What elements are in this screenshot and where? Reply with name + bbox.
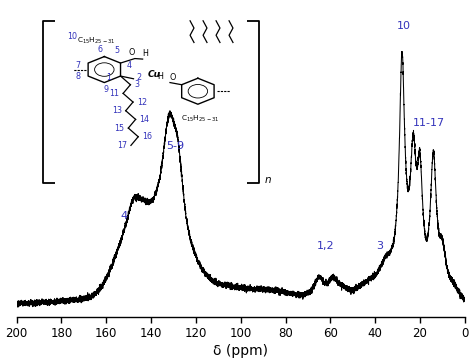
X-axis label: δ (ppm): δ (ppm): [213, 344, 268, 359]
Text: 4: 4: [121, 211, 128, 221]
Text: 3: 3: [376, 241, 383, 250]
Text: 5-9: 5-9: [167, 141, 185, 151]
Text: 10: 10: [397, 21, 411, 31]
Text: 11-17: 11-17: [413, 118, 445, 128]
Text: 1,2: 1,2: [317, 241, 335, 250]
